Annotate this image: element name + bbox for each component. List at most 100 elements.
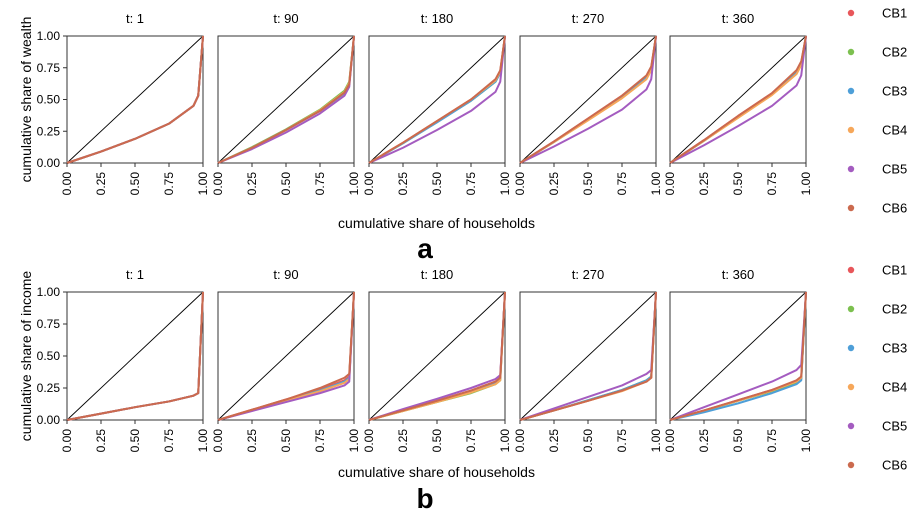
x-tick-label: 0.50 [279,172,293,196]
panel-title: t: 180 [421,11,454,26]
x-tick-label: 0.00 [513,429,527,453]
series-line-cb6 [519,35,657,164]
y-tick-label: 1.00 [37,285,61,299]
equality-line [669,35,807,164]
x-tick-label: 1.00 [196,429,210,453]
x-tick-label: 0.50 [430,172,444,196]
legend-label: CB1 [882,6,907,21]
panel-title: t: 90 [273,11,298,26]
series-line-cb5 [217,35,355,164]
x-tick-label: 0.25 [396,172,410,196]
series-line-cb6 [368,291,506,421]
series-line-cb5 [519,35,657,164]
x-tick-label: 1.00 [347,429,361,453]
legend-label: CB2 [882,302,907,317]
y-tick-label: 0.75 [37,61,61,75]
legend-marker-cb4 [847,126,855,134]
equality-line [217,35,355,164]
panel-title: t: 360 [722,11,755,26]
panel-title: t: 270 [572,267,605,282]
x-tick-label: 0.50 [731,429,745,453]
x-tick-label: 0.75 [765,172,779,196]
y-axis-label: cumulative share of wealth [18,17,34,183]
series-line-cb5 [217,291,355,421]
x-tick-label: 1.00 [799,172,813,196]
panel-a-2: t: 90 0.00 0.25 0.50 0.75 1.00 [211,11,361,195]
x-tick-label: 0.25 [697,429,711,453]
x-tick-label: 0.75 [615,429,629,453]
x-tick-label: 0.50 [731,172,745,196]
x-tick-label: 1.00 [649,172,663,196]
x-tick-label: 0.75 [464,429,478,453]
y-tick-label: 0.00 [37,156,61,170]
panel-b-4: t: 270 0.00 0.25 0.50 0.75 1.00 [513,267,663,452]
y-tick-label: 0.25 [37,381,61,395]
legend-2: CB1 CB2 CB3 CB4 CB5 CB6 [847,263,907,473]
legend-label: CB3 [882,84,907,99]
x-tick-label: 1.00 [196,172,210,196]
x-tick-label: 0.75 [313,429,327,453]
panel-title: t: 90 [273,267,298,282]
legend-label: CB5 [882,419,907,434]
y-tick-label: 0.50 [37,349,61,363]
x-tick-label: 0.25 [547,172,561,196]
x-tick-label: 0.50 [279,429,293,453]
x-tick-label: 0.25 [94,172,108,196]
x-tick-label: 0.50 [128,429,142,453]
panel-a-4: t: 270 0.00 0.25 0.50 0.75 1.00 [513,11,663,195]
x-tick-label: 0.00 [663,172,677,196]
x-tick-label: 0.75 [464,172,478,196]
panel-b-5: t: 360 0.00 0.25 0.50 0.75 1.00 [663,267,813,452]
legend-marker-cb2 [847,48,855,56]
panel-title: t: 1 [126,11,144,26]
series-line-cb6 [669,291,807,421]
x-tick-label: 0.25 [245,172,259,196]
panel-title: t: 180 [421,267,454,282]
y-tick-label: 1.00 [37,29,61,43]
chart-b: t: 10.00 0.25 0.50 0.75 1.000.000.250.500.75… [18,267,813,514]
panel-a-3: t: 180 0.00 0.25 0.50 0.75 1.00 [362,11,512,195]
legend-1: CB1 CB2 CB3 CB4 CB5 CB6 [847,6,907,216]
equality-line [66,35,204,164]
x-tick-label: 0.00 [513,172,527,196]
panel-b-1: t: 1 0.00 0.25 0.50 0.75 1.00 0.00 0.25 0.50 0.75… [37,267,210,452]
x-tick-label: 0.50 [581,429,595,453]
x-tick-label: 0.00 [211,429,225,453]
x-tick-label: 0.25 [94,429,108,453]
x-tick-label: 1.00 [649,429,663,453]
x-tick-label: 1.00 [498,172,512,196]
legend-marker-cb4 [847,383,855,391]
legend-marker-cb3 [847,87,855,95]
legend-label: CB4 [882,380,907,395]
series-line-cb5 [368,35,506,164]
legend-marker-cb5 [847,422,855,430]
legend-marker-cb3 [847,344,855,352]
x-axis-label: cumulative share of households [338,215,535,231]
series-line-cb3 [669,291,807,421]
x-tick-label: 0.75 [615,172,629,196]
x-tick-label: 0.25 [547,429,561,453]
legend-marker-cb1 [847,266,855,274]
subfigure-label: b [416,483,433,514]
x-tick-label: 0.25 [245,429,259,453]
panel-a-1: t: 1 0.00 0.25 0.50 0.75 1.00 0.00 0.25 0.50 0.75… [37,11,210,195]
series-line-cb6 [519,291,657,421]
x-tick-label: 1.00 [799,429,813,453]
x-tick-label: 0.00 [362,429,376,453]
legend-label: CB3 [882,341,907,356]
chart-a: t: 10.00 0.25 0.50 0.75 1.000.000.250.500.75… [18,11,813,264]
series-line-cb6 [66,291,204,421]
series-line-cb6 [217,35,355,164]
equality-line [519,35,657,164]
x-tick-label: 0.75 [765,429,779,453]
series-line-cb6 [669,35,807,164]
x-tick-label: 0.50 [128,172,142,196]
x-tick-label: 1.00 [347,172,361,196]
equality-line [66,291,204,421]
series-line-cb5 [669,35,807,164]
x-tick-label: 0.75 [162,172,176,196]
x-tick-label: 0.00 [211,172,225,196]
equality-line [217,291,355,421]
legend-marker-cb6 [847,461,855,469]
